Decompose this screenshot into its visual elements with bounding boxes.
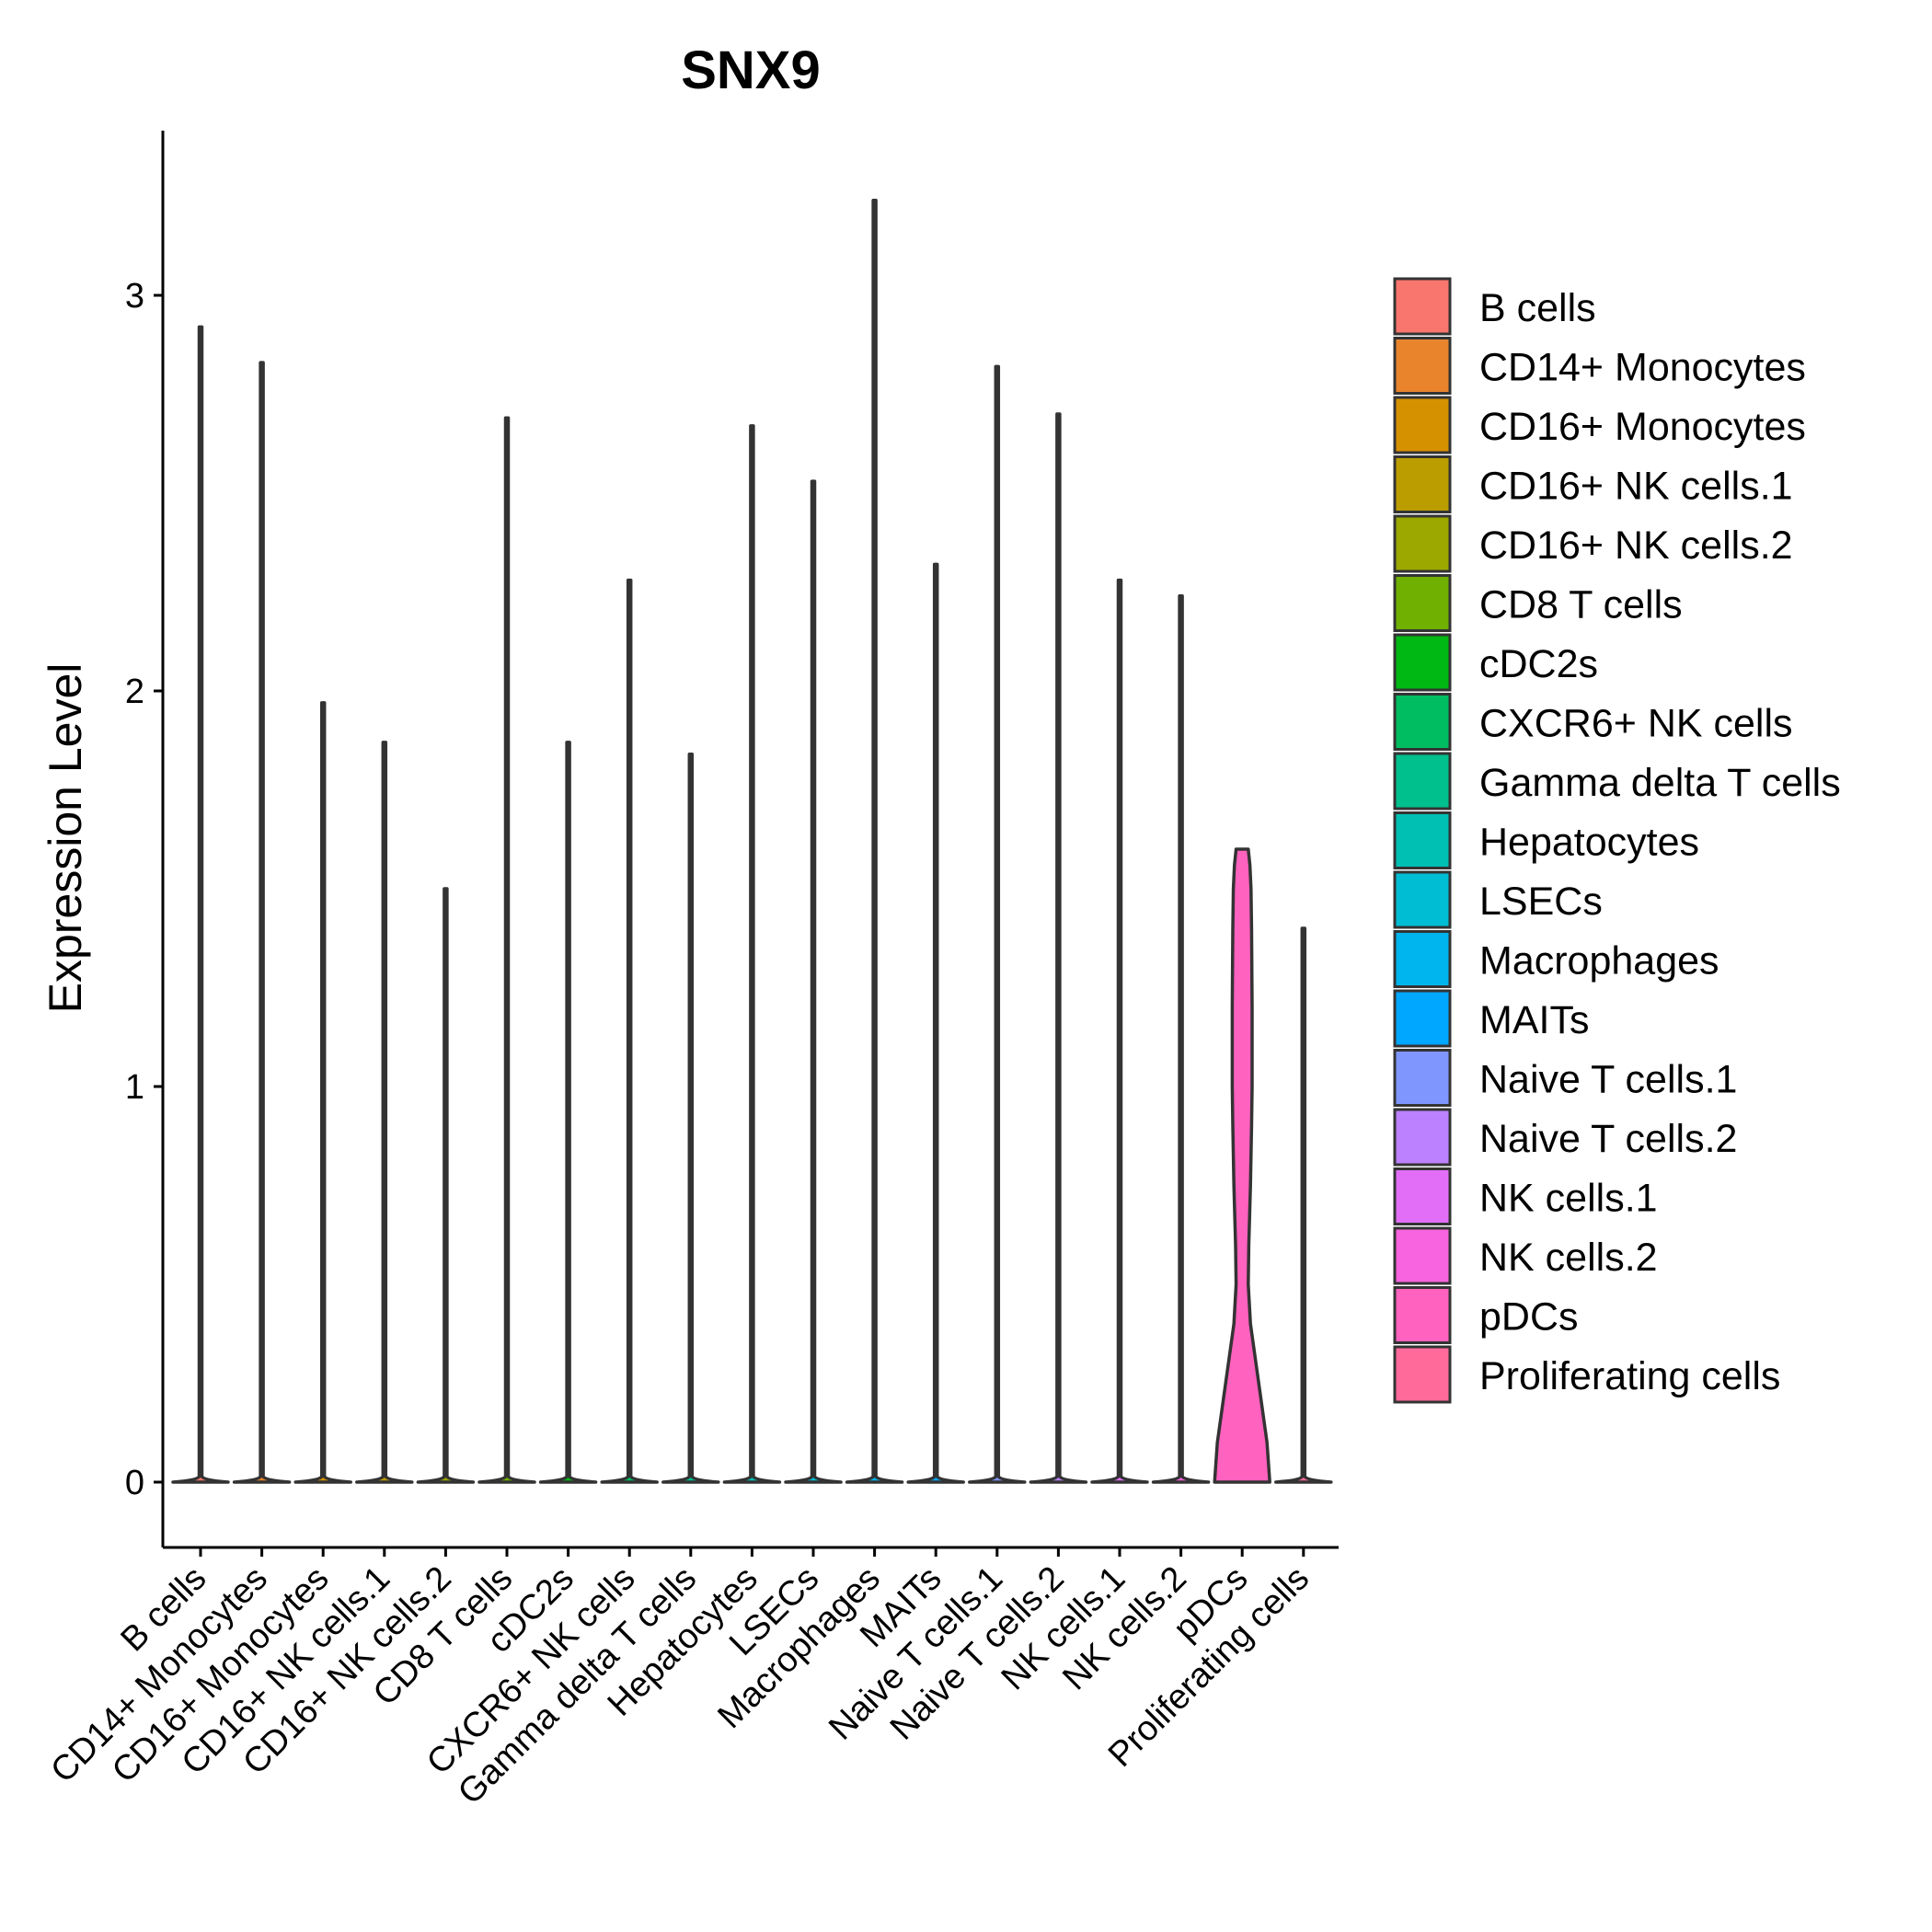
legend-swatch	[1393, 1226, 1452, 1285]
legend-label: CD16+ Monocytes	[1479, 405, 1806, 449]
violin-nk-cells-2	[1151, 594, 1211, 1484]
legend-swatch	[1393, 930, 1452, 988]
legend-label: Naive T cells.1	[1479, 1058, 1737, 1102]
legend-label: Macrophages	[1479, 939, 1719, 983]
violin-cd16-nk-cells-2	[416, 887, 476, 1484]
y-axis: 0 1 2 3	[125, 131, 165, 1547]
violin-cdc2s	[538, 741, 598, 1484]
legend-label: NK cells.1	[1479, 1177, 1658, 1221]
legend-swatch	[1393, 455, 1452, 513]
legend-swatch	[1393, 811, 1452, 869]
legend-swatch	[1393, 396, 1452, 454]
legend-swatch	[1393, 514, 1452, 573]
chart-title: SNX9	[681, 40, 821, 100]
legend-swatch	[1393, 1108, 1452, 1167]
legend-swatch	[1393, 989, 1452, 1048]
legend-label: CD16+ NK cells.1	[1479, 465, 1793, 509]
violin-lsecs	[784, 479, 843, 1484]
violin-gamma-delta-t-cells	[661, 753, 720, 1484]
violin-cd14-monocytes	[232, 361, 292, 1484]
legend-swatch	[1393, 574, 1452, 632]
legend-swatch	[1393, 337, 1452, 395]
violin-naive-t-cells-2	[1029, 412, 1088, 1484]
legend-label: cDC2s	[1479, 642, 1598, 686]
violin-b-cells	[171, 325, 230, 1484]
legend-swatch	[1393, 693, 1452, 751]
violin-hepatocytes	[722, 424, 782, 1484]
legend-label: CD16+ NK cells.2	[1479, 523, 1793, 568]
y-tick-label: 0	[125, 1464, 144, 1502]
legend-swatch	[1393, 1049, 1452, 1107]
legend-swatch	[1393, 1167, 1452, 1225]
legend-label: Proliferating cells	[1479, 1354, 1780, 1398]
y-tick-label: 1	[125, 1068, 144, 1107]
legend-swatch	[1393, 633, 1452, 692]
plot-area	[171, 199, 1333, 1484]
legend-label: LSECs	[1479, 880, 1603, 924]
legend-label: Naive T cells.2	[1479, 1117, 1737, 1161]
legend-swatch	[1393, 752, 1452, 811]
legend-swatch	[1393, 1286, 1452, 1344]
legend-label: MAITs	[1479, 998, 1589, 1042]
violin-maits	[906, 562, 965, 1484]
violin-proliferating-cells	[1274, 926, 1333, 1484]
violin-cd8-t-cells	[477, 416, 536, 1484]
legend-label: Hepatocytes	[1479, 821, 1699, 865]
legend-label: pDCs	[1479, 1295, 1579, 1340]
legend-swatch	[1393, 1345, 1452, 1404]
violin-cd16-nk-cells-1	[355, 741, 414, 1484]
legend-label: CD8 T cells	[1479, 583, 1683, 627]
legend-label: Gamma delta T cells	[1479, 761, 1841, 805]
legend-swatch	[1393, 277, 1452, 336]
legend-label: CXCR6+ NK cells	[1479, 702, 1793, 746]
violin-macrophages	[845, 199, 904, 1484]
y-tick-label: 3	[125, 277, 144, 316]
violin-cd16-monocytes	[293, 701, 352, 1484]
violin-naive-t-cells-1	[968, 364, 1027, 1484]
legend-swatch	[1393, 870, 1452, 929]
legend-label: CD14+ Monocytes	[1479, 346, 1806, 390]
legend-label: B cells	[1479, 286, 1596, 330]
violin-pdcs	[1213, 847, 1271, 1484]
violin-cxcr6-nk-cells	[600, 578, 659, 1484]
y-axis-label: Expression Level	[40, 663, 91, 1014]
legend-label: NK cells.2	[1479, 1236, 1658, 1280]
violin-nk-cells-1	[1090, 578, 1149, 1484]
y-tick-label: 2	[125, 673, 144, 711]
legend: B cells CD14+ Monocytes CD16+ Monocytes CD1…	[1393, 277, 1841, 1404]
